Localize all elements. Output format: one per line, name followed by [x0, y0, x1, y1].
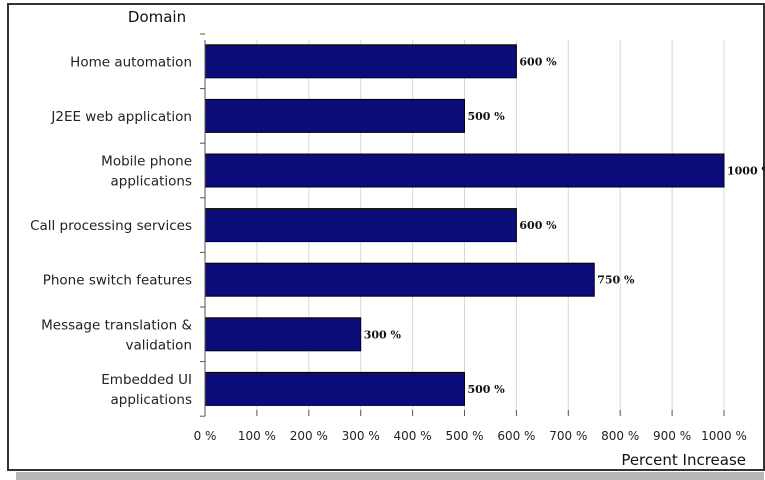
- labels: 0 % 100 % 200 % 300 % 400 % 500 % 600 % 700 % 80…: [30, 54, 765, 443]
- data-label: 600 %: [519, 55, 557, 68]
- category-label: validation: [126, 337, 192, 353]
- x-tick-label: 800 %: [601, 429, 639, 443]
- bars: [204, 44, 725, 406]
- x-tick-label: 0 %: [194, 429, 217, 443]
- x-tick-label: 200 %: [290, 429, 328, 443]
- data-label: 1000 %: [727, 165, 765, 178]
- data-label: 750 %: [597, 274, 635, 287]
- x-tick-label: 400 %: [394, 429, 432, 443]
- x-tick-label: 900 %: [653, 429, 691, 443]
- data-label: 600 %: [519, 219, 557, 232]
- category-label: Mobile phone: [101, 154, 192, 170]
- x-axis-title: Percent Increase: [621, 451, 746, 469]
- category-label: J2EE web application: [50, 109, 192, 125]
- chart-shadow: [16, 472, 764, 480]
- category-label: Call processing services: [30, 218, 192, 234]
- category-label: Home automation: [70, 54, 192, 70]
- y-axis-title: Domain: [128, 8, 186, 26]
- x-tick-label: 700 %: [549, 429, 587, 443]
- x-tick-label: 500 %: [445, 429, 483, 443]
- bar: [204, 208, 517, 243]
- data-label: 500 %: [468, 110, 506, 123]
- bar: [204, 317, 362, 352]
- category-label: applications: [110, 392, 192, 408]
- category-label: Phone switch features: [43, 273, 192, 289]
- data-label: 300 %: [364, 328, 402, 341]
- bar: [204, 153, 725, 188]
- x-tick-label: 100 %: [238, 429, 276, 443]
- x-tick-label: 1000 %: [701, 429, 747, 443]
- category-label: Embedded UI: [101, 372, 192, 388]
- bar: [204, 98, 465, 133]
- bar: [204, 262, 595, 297]
- x-tick-label: 600 %: [497, 429, 535, 443]
- x-tick-label: 300 %: [342, 429, 380, 443]
- bar: [204, 371, 465, 406]
- category-label: Message translation &: [41, 317, 192, 333]
- data-label: 500 %: [468, 383, 506, 396]
- bar: [204, 44, 517, 79]
- category-label: applications: [110, 174, 192, 190]
